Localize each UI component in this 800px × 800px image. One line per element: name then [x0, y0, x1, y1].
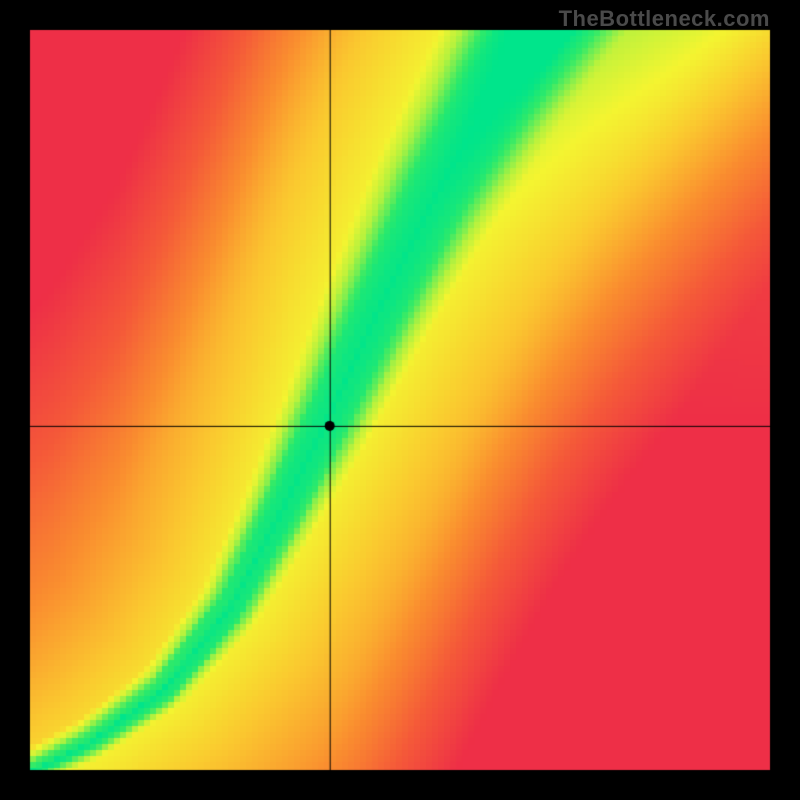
heatmap-canvas — [0, 0, 800, 800]
chart-container: TheBottleneck.com — [0, 0, 800, 800]
watermark-text: TheBottleneck.com — [559, 6, 770, 32]
